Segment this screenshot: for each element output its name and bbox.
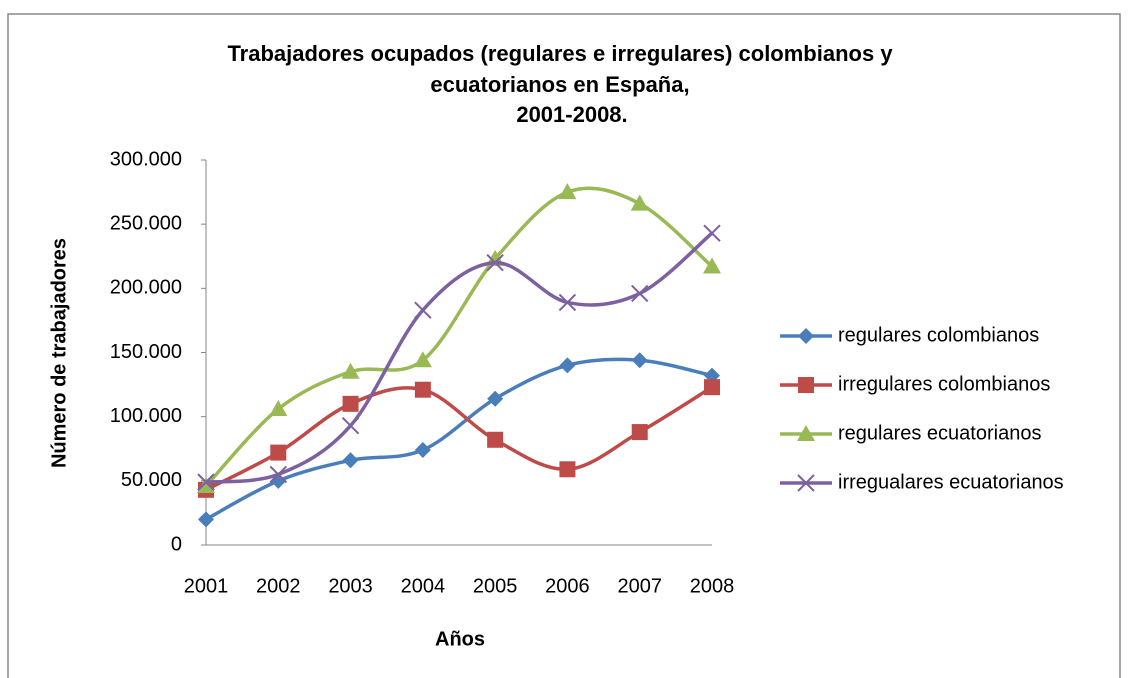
data-point — [559, 357, 576, 374]
data-point — [703, 224, 721, 242]
x-tick-label: 2004 — [401, 575, 446, 597]
x-tick-label: 2002 — [256, 575, 301, 597]
data-point — [269, 465, 287, 484]
y-tick-label: 150.000 — [110, 341, 182, 363]
data-point — [342, 452, 359, 469]
data-point — [558, 183, 577, 200]
y-tick-label: 250.000 — [110, 212, 182, 234]
data-point — [414, 301, 432, 319]
data-point — [270, 444, 287, 461]
legend-marker — [797, 425, 815, 441]
y-tick-label: 200.000 — [110, 277, 182, 299]
data-point — [413, 351, 432, 368]
legend-marker — [798, 328, 814, 344]
chart-border — [7, 13, 1121, 678]
chart-title: ecuatorianos en España, — [430, 72, 689, 97]
series-line — [204, 186, 714, 488]
data-point — [487, 431, 504, 448]
data-point — [487, 390, 504, 407]
x-tick-label: 2008 — [690, 575, 735, 597]
data-point — [703, 257, 721, 274]
x-tick-label: 2003 — [328, 575, 373, 597]
data-point — [631, 352, 648, 369]
y-tick-label: 50.000 — [121, 469, 182, 491]
x-tick-label: 2005 — [473, 575, 518, 597]
y-axis-title: Número de trabajadores — [48, 238, 70, 468]
chart-title: 2001-2008. — [516, 102, 627, 127]
data-point — [197, 473, 215, 491]
data-point — [631, 284, 649, 303]
data-point — [631, 424, 648, 441]
data-point — [341, 416, 360, 435]
y-tick-label: 300.000 — [110, 148, 182, 170]
y-tick-label: 100.000 — [110, 405, 182, 427]
data-point — [414, 442, 431, 459]
legend-label: irregualares ecuatorianos — [838, 471, 1064, 493]
y-tick-label: 0 — [171, 533, 182, 555]
legend-marker — [798, 377, 814, 393]
x-axis-title: Años — [435, 628, 485, 650]
data-point — [197, 476, 215, 493]
legend-label: regulares ecuatorianos — [838, 422, 1041, 444]
data-point — [558, 293, 577, 312]
data-point — [704, 379, 720, 396]
data-point — [341, 362, 360, 379]
x-tick-label: 2006 — [545, 575, 590, 597]
data-point — [198, 511, 214, 528]
legend-label: regulares colombianos — [838, 324, 1039, 346]
data-point — [342, 395, 359, 412]
data-point — [630, 194, 649, 211]
data-point — [414, 381, 431, 398]
x-tick-label: 2001 — [184, 575, 229, 597]
x-tick-label: 2007 — [617, 575, 662, 597]
series-line — [205, 231, 714, 484]
data-point — [486, 253, 504, 272]
chart-title: Trabajadores ocupados (regulares e irreg… — [227, 41, 893, 66]
legend-label: irregulares colombianos — [838, 373, 1050, 395]
data-point — [269, 399, 288, 416]
legend-marker — [797, 474, 815, 492]
data-point — [559, 461, 576, 478]
